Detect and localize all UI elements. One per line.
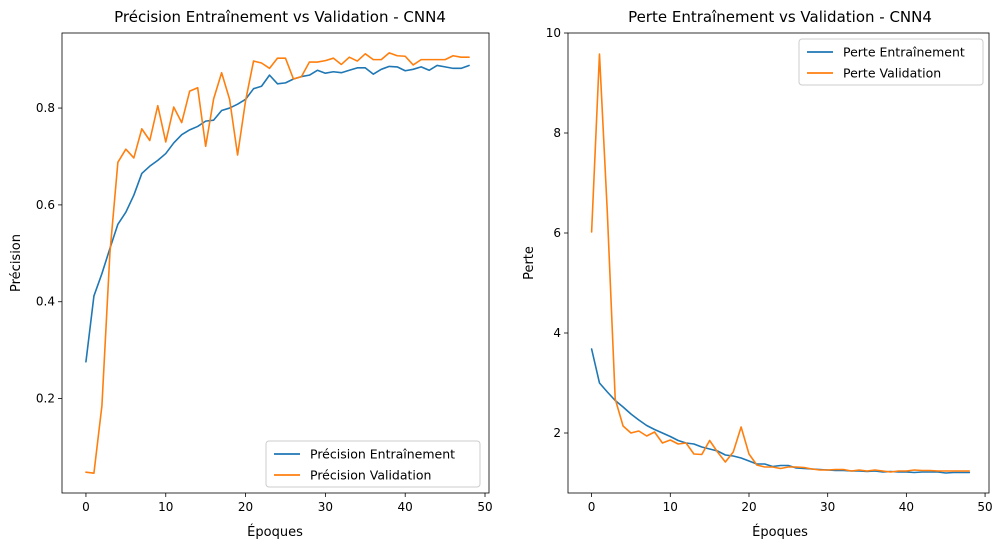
x-tick-label: 20: [741, 500, 756, 514]
x-axis: 0 10 20 30 40 50: [82, 493, 493, 514]
series-lines: [590, 53, 971, 474]
x-tick-label: 10: [158, 500, 173, 514]
legend-label: Précision Entraînement: [310, 447, 455, 462]
series-line-validation: [85, 52, 470, 474]
y-tick-label: 0.2: [36, 392, 55, 406]
y-axis: 0.2 0.4 0.6 0.8: [36, 101, 62, 406]
legend-box: [265, 440, 481, 488]
x-axis: 0 10 20 30 40 50: [588, 493, 993, 514]
chart-title: Perte Entraînement vs Validation - CNN4: [628, 8, 932, 26]
y-tick-label: 10: [546, 26, 561, 40]
y-tick-label: 0.4: [36, 295, 55, 309]
x-tick-label: 20: [238, 500, 253, 514]
legend-box: [798, 38, 984, 86]
legend-label: Précision Validation: [310, 468, 431, 483]
y-tick-label: 4: [553, 326, 561, 340]
plot-area-frame: [567, 32, 990, 494]
legend-label: Perte Validation: [843, 66, 941, 81]
series-line-train: [85, 64, 470, 363]
x-tick-label: 0: [588, 500, 596, 514]
y-tick-label: 0.6: [36, 198, 55, 212]
x-tick-label: 40: [899, 500, 914, 514]
plot-area-frame: [61, 32, 490, 494]
y-tick-label: 8: [553, 126, 561, 140]
x-axis-label: Époques: [247, 524, 303, 540]
legend: Précision Entraînement Précision Validati…: [265, 440, 481, 488]
series-lines: [85, 52, 470, 474]
y-tick-label: 0.8: [36, 101, 55, 115]
y-axis: 2 4 6 8 10: [546, 26, 568, 440]
legend: Perte Entraînement Perte Validation: [798, 38, 984, 86]
x-tick-label: 0: [82, 500, 90, 514]
accuracy-chart: Précision Entraînement vs Validation - C…: [9, 8, 493, 540]
chart-title: Précision Entraînement vs Validation - C…: [114, 8, 446, 26]
x-axis-label: Époques: [752, 524, 808, 540]
series-line-train: [590, 348, 971, 474]
x-tick-label: 50: [477, 500, 492, 514]
y-tick-label: 6: [553, 226, 561, 240]
x-tick-label: 30: [318, 500, 333, 514]
y-tick-label: 2: [553, 426, 561, 440]
x-tick-label: 40: [398, 500, 413, 514]
legend-label: Perte Entraînement: [843, 45, 965, 60]
x-tick-label: 10: [663, 500, 678, 514]
x-tick-label: 30: [820, 500, 835, 514]
x-tick-label: 50: [977, 500, 992, 514]
y-axis-label: Précision: [9, 234, 24, 292]
loss-chart: Perte Entraînement vs Validation - CNN4 …: [522, 8, 993, 540]
series-line-validation: [590, 53, 971, 473]
y-axis-label: Perte: [522, 246, 537, 280]
